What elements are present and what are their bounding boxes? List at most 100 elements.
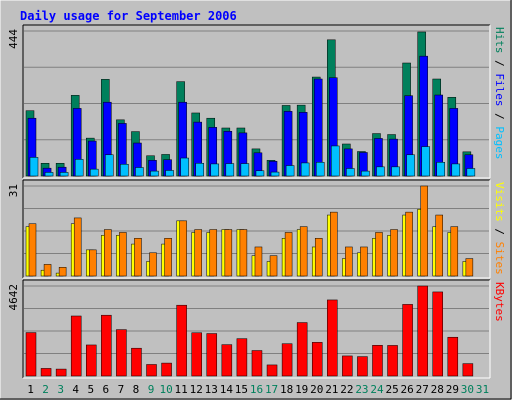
x-axis-labels: 1 2 3 4 5 6 7 8 9 10 11 12 13 14 15 16 17 18 19 20 21 22 23 24 2… [27, 383, 489, 396]
x-tick-label-12: 12 [190, 383, 203, 396]
bar-kbytes-day-14 [221, 344, 233, 377]
bar-sites-day-29 [450, 226, 459, 277]
side-legend-pages: Pages [493, 126, 506, 159]
x-tick-label-29: 29 [446, 383, 459, 396]
bar-pages-day-12 [195, 163, 204, 177]
bar-kbytes-day-5 [86, 344, 97, 377]
bar-kbytes-day-6 [101, 314, 112, 377]
bar-kbytes-day-4 [70, 315, 82, 377]
bar-kbytes-day-8 [131, 347, 142, 377]
bar-pages-day-27 [421, 146, 430, 177]
x-tick-label-21: 21 [325, 383, 338, 396]
bar-pages-day-11 [180, 157, 189, 177]
bar-kbytes-day-27 [417, 285, 428, 377]
x-tick-label-24: 24 [370, 383, 384, 396]
bar-kbytes-day-9 [146, 364, 157, 377]
y-max-label: 4642 [7, 284, 20, 311]
bar-pages-day-8 [135, 167, 144, 177]
x-tick-label-4: 4 [72, 383, 79, 396]
x-tick-label-26: 26 [401, 383, 414, 396]
bar-pages-day-15 [240, 163, 250, 177]
bar-kbytes-day-7 [116, 329, 127, 377]
bar-sites-day-19 [299, 226, 308, 277]
bar-pages-day-22 [346, 168, 355, 177]
x-tick-label-6: 6 [103, 383, 110, 396]
bar-sites-day-6 [104, 229, 112, 277]
side-legend: Hits / Files / Pages [493, 27, 506, 160]
bar-files-day-20 [313, 78, 323, 177]
x-tick-label-7: 7 [118, 383, 125, 396]
bar-kbytes-day-21 [327, 299, 338, 377]
bar-pages-day-10 [165, 170, 174, 177]
bar-sites-day-21 [330, 211, 338, 277]
x-tick-label-25: 25 [385, 383, 398, 396]
x-tick-label-10: 10 [159, 383, 172, 396]
bar-pages-day-20 [315, 162, 325, 177]
bar-sites-day-2 [43, 264, 52, 277]
side-legend-kbytes: KBytes [493, 282, 506, 322]
bar-pages-day-1 [29, 157, 39, 177]
bar-pages-day-7 [120, 163, 129, 177]
bar-kbytes-day-11 [176, 304, 187, 377]
x-tick-label-31: 31 [476, 383, 489, 396]
x-tick-label-8: 8 [133, 383, 140, 396]
bar-kbytes-day-19 [296, 322, 308, 377]
panel-middle: 31 Visits / Sites [7, 179, 506, 279]
chart-title: Daily usage for September 2006 [20, 9, 237, 23]
bar-sites-day-7 [119, 232, 127, 277]
bar-kbytes-day-16 [251, 350, 263, 377]
x-tick-label-19: 19 [295, 383, 308, 396]
panel-top: 444 Hits / Files / Pages [7, 24, 506, 179]
bar-kbytes-day-23 [357, 356, 368, 377]
bar-kbytes-day-3 [55, 368, 67, 377]
side-legend-hits: Hits [493, 27, 506, 54]
bar-pages-day-18 [285, 165, 295, 177]
bar-sites-day-24 [375, 232, 383, 277]
bar-pages-day-25 [391, 166, 400, 177]
side-legend: Visits / Sites [493, 182, 506, 275]
x-tick-label-22: 22 [340, 383, 353, 396]
bar-sites-day-20 [314, 238, 323, 277]
bar-kbytes-day-2 [40, 368, 52, 377]
x-tick-label-16: 16 [250, 383, 263, 396]
bar-sites-day-10 [164, 238, 172, 277]
bar-kbytes-day-20 [311, 342, 323, 377]
x-tick-label-18: 18 [280, 383, 293, 396]
x-tick-label-20: 20 [310, 383, 323, 396]
side-legend-/: / [493, 222, 506, 242]
bar-sites-day-3 [58, 267, 67, 277]
bar-sites-day-15 [239, 229, 248, 277]
x-tick-label-27: 27 [416, 383, 429, 396]
bar-sites-day-4 [73, 217, 82, 277]
bar-sites-day-23 [360, 246, 368, 277]
bar-pages-day-28 [436, 162, 445, 177]
side-legend-files: Files [493, 73, 506, 106]
bar-kbytes-day-1 [25, 332, 37, 377]
bar-pages-day-23 [361, 170, 370, 177]
bar-pages-day-13 [210, 163, 220, 177]
x-tick-label-17: 17 [265, 383, 278, 396]
bar-sites-day-27 [420, 185, 428, 277]
bar-sites-day-30 [465, 258, 474, 277]
bar-kbytes-day-29 [447, 336, 459, 377]
x-tick-label-2: 2 [42, 383, 49, 396]
bar-pages-day-30 [466, 168, 476, 177]
x-tick-label-13: 13 [205, 383, 218, 396]
bar-sites-day-16 [254, 246, 263, 277]
bar-kbytes-day-13 [206, 333, 218, 377]
bar-pages-day-26 [406, 154, 415, 177]
bar-pages-day-3 [59, 172, 69, 177]
bar-pages-day-4 [74, 159, 84, 177]
bar-kbytes-day-24 [372, 345, 383, 377]
side-legend-/: / [493, 54, 506, 74]
side-legend-/: / [493, 107, 506, 127]
side-legend-sites: Sites [493, 242, 506, 275]
bar-kbytes-day-15 [236, 338, 248, 377]
bar-kbytes-day-28 [432, 291, 443, 377]
x-tick-label-3: 3 [57, 383, 64, 396]
chart-panels: 444 Hits / Files / Pages 31 Visits / Sites 4… [7, 24, 506, 379]
bar-kbytes-day-30 [462, 363, 474, 377]
bar-sites-day-11 [179, 220, 187, 277]
